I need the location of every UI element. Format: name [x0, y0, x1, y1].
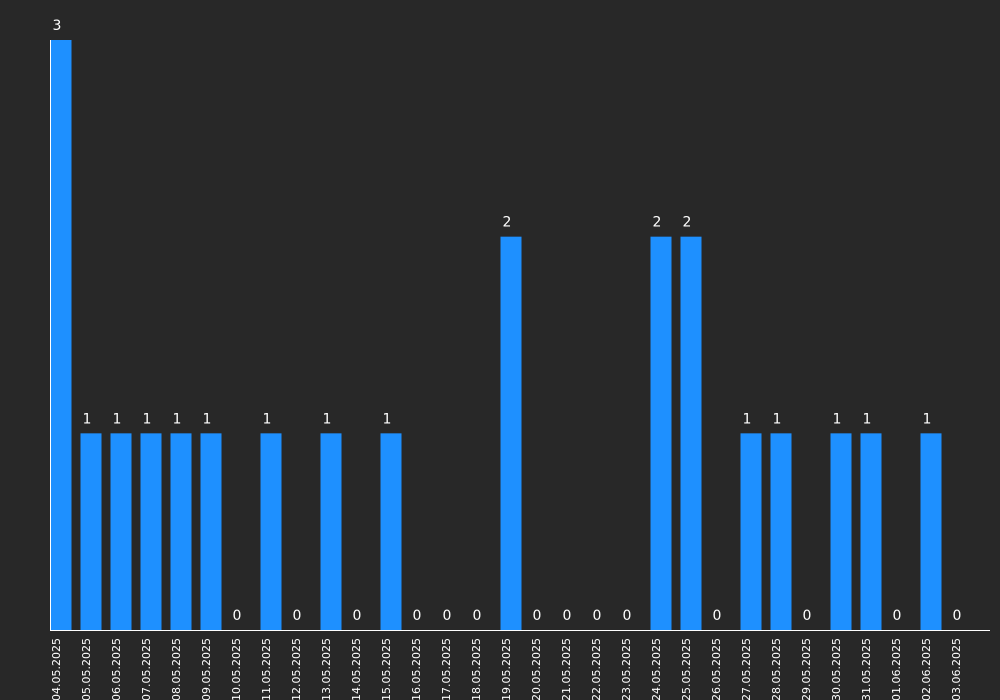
x-tick-label: 19.05.2025	[500, 638, 513, 700]
x-tick-label: 02.06.2025	[920, 638, 933, 700]
bar-value-label: 0	[233, 608, 242, 624]
x-tick-label: 12.05.2025	[290, 638, 303, 700]
bar-31.05.2025	[860, 433, 882, 630]
x-tick-label: 15.05.2025	[380, 638, 393, 700]
bar-value-label: 0	[953, 608, 962, 624]
x-tick-label: 06.05.2025	[110, 638, 123, 700]
bar-05.05.2025	[80, 433, 102, 630]
bar-value-label: 1	[383, 411, 392, 427]
x-tick-label: 11.05.2025	[260, 638, 273, 700]
x-tick-label: 16.05.2025	[410, 638, 423, 700]
bar-value-label: 0	[353, 608, 362, 624]
x-tick-label: 24.05.2025	[650, 638, 663, 700]
x-tick-label: 22.05.2025	[590, 638, 603, 700]
bar-value-label: 1	[203, 411, 212, 427]
bar-value-label: 1	[923, 411, 932, 427]
x-tick-label: 26.05.2025	[710, 638, 723, 700]
bars-group	[50, 40, 942, 630]
bar-value-label: 0	[623, 608, 632, 624]
x-tick-label: 31.05.2025	[860, 638, 873, 700]
bar-value-label: 2	[503, 215, 512, 231]
x-tick-label: 21.05.2025	[560, 638, 573, 700]
bar-27.05.2025	[740, 433, 762, 630]
bar-15.05.2025	[380, 433, 402, 630]
x-tick-label: 01.06.2025	[890, 638, 903, 700]
value-labels-group: 3 1 1 1 1 1 0 1 0 1 0 1 0 0 0 2 0 0 0 0 2 2 0 1 1 0 1 1 0 1 0	[53, 18, 962, 624]
bar-11.05.2025	[260, 433, 282, 630]
x-tick-label: 10.05.2025	[230, 638, 243, 700]
bar-value-label: 0	[713, 608, 722, 624]
bar-value-label: 1	[833, 411, 842, 427]
bar-06.05.2025	[110, 433, 132, 630]
bar-value-label: 0	[893, 608, 902, 624]
bar-09.05.2025	[200, 433, 222, 630]
bar-04.05.2025	[50, 40, 72, 630]
x-tick-label: 20.05.2025	[530, 638, 543, 700]
x-tick-label: 03.06.2025	[950, 638, 963, 700]
bar-value-label: 0	[413, 608, 422, 624]
bar-value-label: 1	[863, 411, 872, 427]
x-tick-label: 14.05.2025	[350, 638, 363, 700]
x-tick-label: 29.05.2025	[800, 638, 813, 700]
x-tick-label: 28.05.2025	[770, 638, 783, 700]
bar-28.05.2025	[770, 433, 792, 630]
bar-value-label: 1	[263, 411, 272, 427]
bar-07.05.2025	[140, 433, 162, 630]
x-tick-label: 25.05.2025	[680, 638, 693, 700]
x-tick-label: 09.05.2025	[200, 638, 213, 700]
x-tick-label: 07.05.2025	[140, 638, 153, 700]
x-tick-label: 17.05.2025	[440, 638, 453, 700]
bar-value-label: 1	[743, 411, 752, 427]
bar-value-label: 1	[143, 411, 152, 427]
bar-value-label: 0	[593, 608, 602, 624]
x-tick-label: 08.05.2025	[170, 638, 183, 700]
bar-value-label: 1	[323, 411, 332, 427]
x-tick-label: 04.05.2025	[50, 638, 63, 700]
bar-value-label: 0	[563, 608, 572, 624]
bar-value-label: 3	[53, 18, 62, 34]
bar-value-label: 1	[173, 411, 182, 427]
x-tick-label: 18.05.2025	[470, 638, 483, 700]
x-tick-label: 05.05.2025	[80, 638, 93, 700]
bar-25.05.2025	[680, 236, 702, 630]
bar-02.06.2025	[920, 433, 942, 630]
bar-value-label: 1	[773, 411, 782, 427]
bar-value-label: 0	[803, 608, 812, 624]
bar-value-label: 1	[113, 411, 122, 427]
bar-value-label: 0	[293, 608, 302, 624]
bar-value-label: 0	[533, 608, 542, 624]
bar-value-label: 2	[683, 215, 692, 231]
bar-19.05.2025	[500, 236, 522, 630]
bar-08.05.2025	[170, 433, 192, 630]
bar-value-label: 2	[653, 215, 662, 231]
x-tick-label: 13.05.2025	[320, 638, 333, 700]
bar-24.05.2025	[650, 236, 672, 630]
x-axis	[50, 40, 990, 631]
x-tick-label: 30.05.2025	[830, 638, 843, 700]
x-tick-label: 23.05.2025	[620, 638, 633, 700]
bar-13.05.2025	[320, 433, 342, 630]
bar-30.05.2025	[830, 433, 852, 630]
bar-value-label: 0	[473, 608, 482, 624]
bar-value-label: 0	[443, 608, 452, 624]
x-tick-labels-group: 04.05.2025 05.05.2025 06.05.2025 07.05.2025…	[50, 638, 963, 700]
x-tick-label: 27.05.2025	[740, 638, 753, 700]
bar-value-label: 1	[83, 411, 92, 427]
